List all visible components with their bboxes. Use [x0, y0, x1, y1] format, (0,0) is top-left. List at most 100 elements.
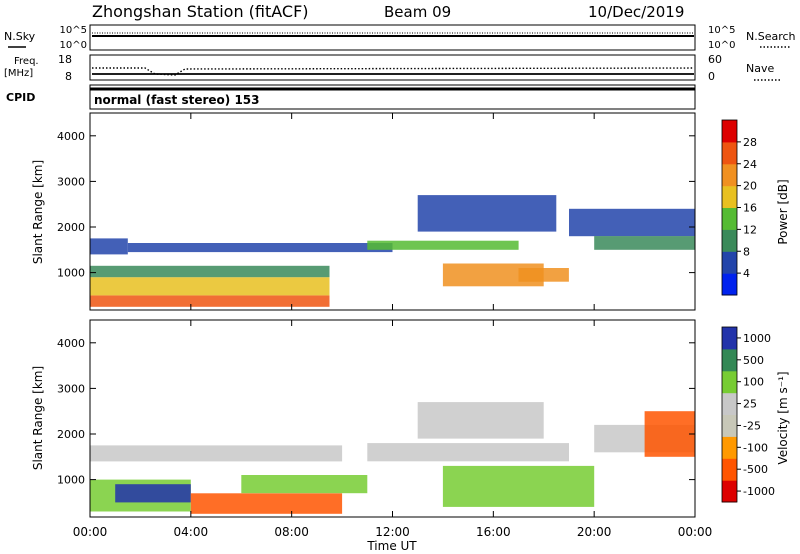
nsearch-tick-top: 10^5 [708, 25, 735, 36]
data-region [518, 268, 569, 282]
velocity-ylabel: Slant Range [km] [31, 366, 45, 470]
y-tick-label: 2000 [57, 428, 85, 441]
data-region [417, 195, 557, 232]
power-y-axis: 1000 2000 3000 4000 [57, 130, 695, 280]
y-tick-label: 4000 [57, 337, 85, 350]
colorbar-tick-label: 4 [743, 267, 750, 280]
colorbar-swatch [722, 348, 737, 372]
x-tick-label: 08:00 [274, 525, 309, 539]
nsky-frame [89, 24, 696, 51]
data-region [417, 402, 544, 439]
colorbar-tick-label: 20 [743, 180, 757, 193]
data-region [90, 265, 330, 278]
date-label: 10/Dec/2019 [588, 3, 684, 21]
colorbar-tick-label: 8 [743, 245, 750, 258]
data-region [115, 484, 191, 503]
colorbar-tick-label: 12 [743, 223, 757, 236]
colorbar-tick-label: 16 [743, 202, 757, 215]
cpid-label: CPID [6, 91, 35, 104]
nsearch-label: N.Search [746, 30, 796, 43]
data-region [90, 238, 128, 255]
colorbar-swatch [722, 327, 737, 350]
colorbar-tick-label: 500 [743, 354, 764, 367]
colorbar-swatch [722, 141, 737, 165]
y-tick-label: 3000 [57, 382, 85, 395]
colorbar-tick-label: 28 [743, 136, 757, 149]
y-tick-label: 4000 [57, 130, 85, 143]
power-panel: 1000 2000 3000 4000 Slant Range [km] [31, 112, 696, 311]
time-axis-label: Time UT [366, 539, 417, 553]
freq-label: Freq. [14, 56, 39, 67]
data-region [367, 240, 519, 250]
data-region [241, 475, 368, 494]
cpid-value: normal (fast stereo) 153 [94, 93, 260, 107]
data-region [190, 493, 343, 514]
colorbar-tick-label: 24 [743, 158, 757, 171]
power-data [90, 195, 695, 307]
beam-label: Beam 09 [384, 3, 451, 21]
y-tick-label: 1000 [57, 474, 85, 487]
colorbar-swatch [722, 207, 737, 230]
freq-unit: [MHz] [4, 68, 33, 79]
velocity-panel: 1000 2000 3000 4000 Slant Range [km] [31, 319, 696, 518]
colorbar-tick-label: 1000 [743, 332, 771, 345]
colorbar-swatch [722, 370, 737, 394]
data-region [594, 236, 695, 250]
nsky-tick-bottom: 10^0 [60, 40, 87, 51]
colorbar-swatch [722, 229, 737, 252]
colorbar-swatch [722, 458, 737, 481]
colorbar-frame [721, 326, 738, 503]
x-tick-label: 04:00 [174, 525, 209, 539]
x-tick-label: 16:00 [476, 525, 511, 539]
colorbar-swatch [722, 392, 737, 415]
velocity-data [90, 402, 695, 514]
x-tick-label: 12:00 [375, 525, 410, 539]
nsky-label: N.Sky [4, 30, 36, 43]
data-region [644, 411, 695, 457]
colorbar-tick-label: -25 [743, 419, 761, 432]
power-ylabel: Slant Range [km] [31, 160, 45, 264]
colorbar-swatch [722, 414, 737, 437]
y-tick-label: 1000 [57, 267, 85, 280]
data-region [90, 445, 343, 462]
colorbar-tick-label: -1000 [743, 485, 775, 498]
velocity-y-axis: 1000 2000 3000 4000 [57, 337, 695, 487]
data-region [442, 465, 595, 507]
station-title: Zhongshan Station (fitACF) [92, 2, 309, 21]
freq-tick-bottom: 8 [65, 70, 72, 83]
colorbar-tick-label: -500 [743, 463, 768, 476]
nave-label: Nave [746, 62, 774, 75]
x-tick-label: 20:00 [577, 525, 612, 539]
colorbar-swatch [722, 436, 737, 459]
x-tick-label: 00:00 [73, 525, 108, 539]
nsky-tick-top: 10^5 [60, 25, 87, 36]
colorbar-swatch [722, 185, 737, 208]
colorbar-swatch [722, 480, 737, 503]
velocity-colorbar: 1000 500 100 25 -25 -100 -500 -1000 [721, 326, 775, 503]
power-colorbar: 4 8 12 16 20 24 28 [721, 119, 757, 296]
cpid-frame [89, 84, 696, 110]
data-region [367, 443, 569, 462]
colorbar-tick-label: 25 [743, 398, 757, 411]
colorbar-swatch [722, 120, 737, 143]
nave-tick-bottom: 0 [708, 70, 715, 83]
freq-frame [89, 54, 696, 81]
colorbar-tick-label: 100 [743, 376, 764, 389]
nsearch-tick-bottom: 10^0 [708, 40, 735, 51]
time-axis: 00:00 04:00 08:00 12:00 16:00 20:00 00:00 [73, 113, 713, 539]
data-region [569, 208, 695, 237]
data-region [90, 295, 330, 307]
colorbar-swatch [722, 273, 737, 296]
nave-tick-top: 60 [708, 53, 722, 66]
colorbar-tick-label: -100 [743, 441, 768, 454]
y-tick-label: 2000 [57, 221, 85, 234]
freq-tick-top: 18 [58, 53, 72, 66]
data-region [127, 243, 393, 253]
x-tick-label: 00:00 [678, 525, 713, 539]
nave-dotted-trace [92, 67, 695, 76]
freq-panel: Freq. [MHz] 18 8 60 0 Nave [4, 53, 780, 83]
y-tick-label: 3000 [57, 175, 85, 188]
colorbar-swatch [722, 163, 737, 187]
colorbar-swatch [722, 251, 737, 274]
